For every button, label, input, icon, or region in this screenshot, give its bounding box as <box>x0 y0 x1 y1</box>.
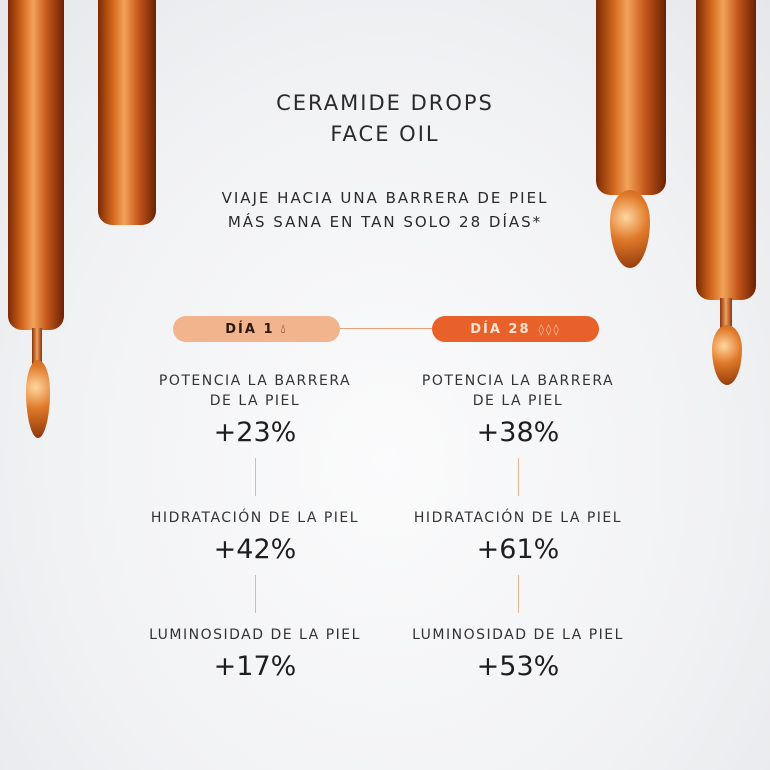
title-line: CERAMIDE DROPS <box>276 91 494 115</box>
timeline-connector <box>338 328 434 329</box>
title-line: FACE OIL <box>330 122 440 146</box>
metric-label: HIDRATACIÓN DE LA PIEL <box>150 510 360 526</box>
subtitle-line: MÁS SANA EN TAN SOLO 28 DÍAS* <box>227 213 543 231</box>
metric-value: +42% <box>213 534 297 565</box>
divider <box>254 575 256 613</box>
metric-label: HIDRATACIÓN DE LA PIEL <box>413 510 623 526</box>
day28-column: POTENCIA LA BARRERA DE LA PIEL +38% HIDR… <box>388 371 648 682</box>
metric-label: LUMINOSIDAD DE LA PIEL <box>149 627 361 643</box>
metric-value: +17% <box>213 651 297 682</box>
day28-label: DÍA 28 <box>470 321 531 337</box>
multiple-drops-icon: ◊◊◊ <box>538 322 561 336</box>
divider <box>517 458 519 496</box>
divider <box>254 458 256 496</box>
metric-label: LUMINOSIDAD DE LA PIEL <box>412 627 624 643</box>
single-drop-icon: 💧︎ <box>280 321 288 337</box>
metric-label: POTENCIA LA BARRERA DE LA PIEL <box>158 373 352 409</box>
product-title: CERAMIDE DROPS FACE OIL <box>0 88 770 150</box>
metric-value: +23% <box>213 417 297 448</box>
metric-value: +38% <box>476 417 560 448</box>
metric-value: +61% <box>476 534 560 565</box>
subtitle-line: VIAJE HACIA UNA BARRERA DE PIEL <box>221 189 549 207</box>
day1-badge: DÍA 1 💧︎ <box>173 316 340 342</box>
subtitle: VIAJE HACIA UNA BARRERA DE PIEL MÁS SANA… <box>0 186 770 234</box>
day28-badge: DÍA 28 ◊◊◊ <box>432 316 599 342</box>
day1-column: POTENCIA LA BARRERA DE LA PIEL +23% HIDR… <box>125 371 385 682</box>
metric-value: +53% <box>476 651 560 682</box>
day1-label: DÍA 1 <box>225 321 275 337</box>
divider <box>517 575 519 613</box>
metric-label: POTENCIA LA BARRERA DE LA PIEL <box>421 373 615 409</box>
